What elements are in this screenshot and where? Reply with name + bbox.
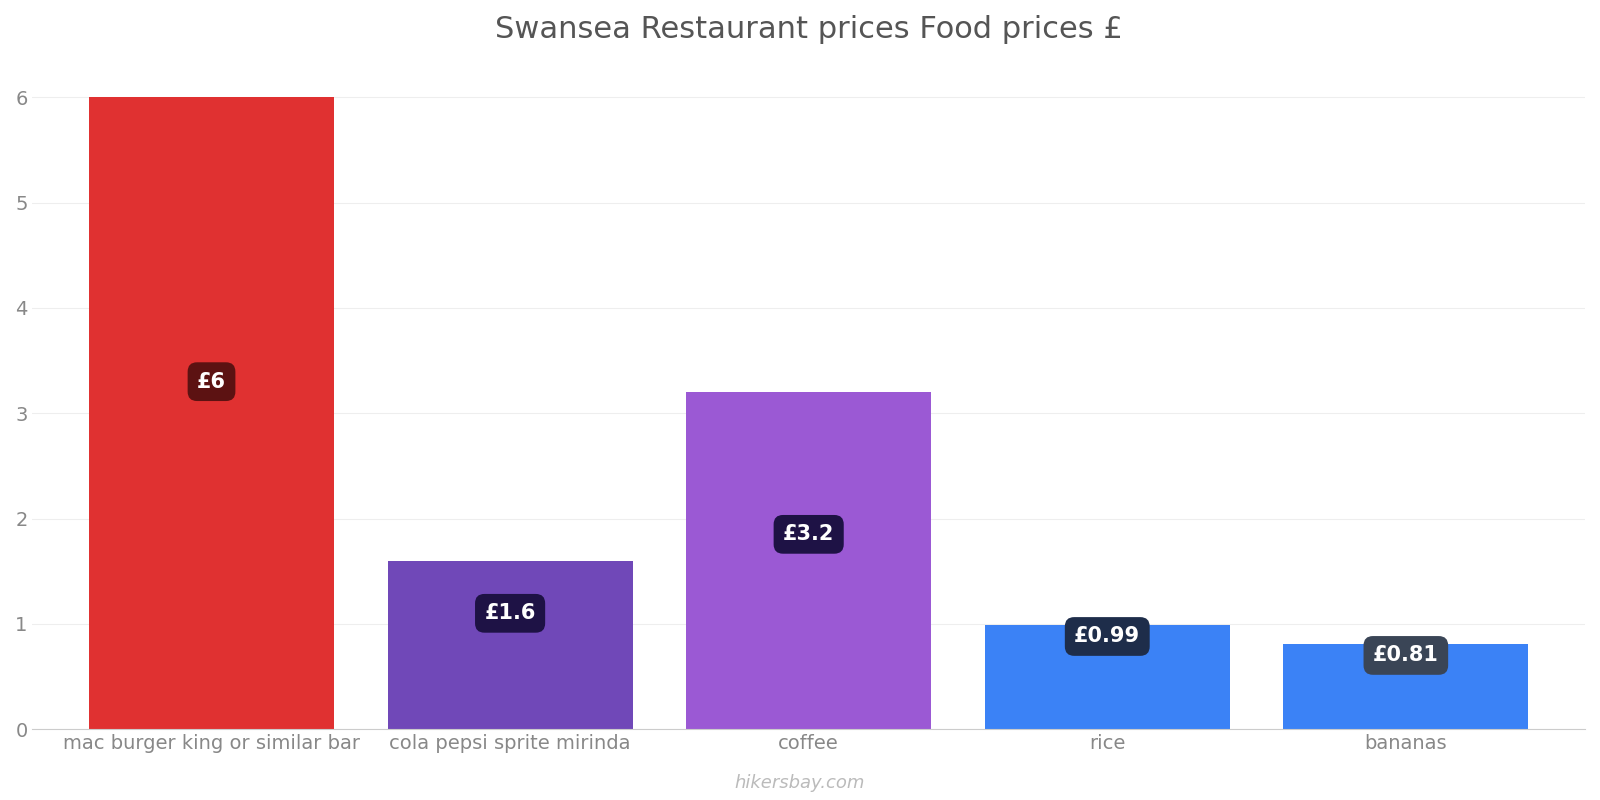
Text: hikersbay.com: hikersbay.com <box>734 774 866 792</box>
Text: £1.6: £1.6 <box>485 603 536 623</box>
Bar <box>90 98 334 729</box>
Bar <box>1283 644 1528 729</box>
Bar <box>686 392 931 729</box>
Bar <box>387 561 632 729</box>
Title: Swansea Restaurant prices Food prices £: Swansea Restaurant prices Food prices £ <box>494 15 1123 44</box>
Text: £3.2: £3.2 <box>782 524 834 544</box>
Text: £0.81: £0.81 <box>1373 646 1438 666</box>
Text: £0.99: £0.99 <box>1074 626 1141 646</box>
Bar <box>986 625 1230 729</box>
Text: £6: £6 <box>197 372 226 392</box>
